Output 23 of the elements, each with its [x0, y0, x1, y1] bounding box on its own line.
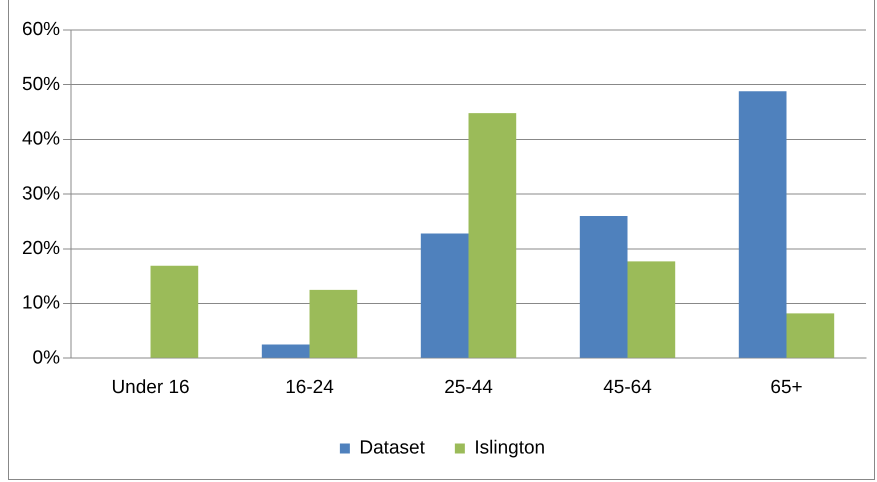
bar: [580, 216, 628, 358]
y-tick-label: 50%: [22, 74, 60, 95]
y-tick-label: 0%: [32, 347, 60, 368]
y-tick-label: 60%: [22, 19, 60, 40]
x-tick-label: Under 16: [111, 376, 190, 398]
bar: [786, 313, 834, 358]
bar: [150, 266, 198, 358]
x-tick-label: 65+: [770, 376, 803, 398]
x-tick-label: 16-24: [285, 376, 334, 398]
bar: [310, 290, 358, 358]
x-tick-label: 25-44: [444, 376, 494, 398]
y-tick-label: 30%: [22, 183, 60, 204]
y-tick-label: 20%: [22, 238, 60, 260]
bar: [738, 91, 787, 358]
bar: [468, 113, 516, 358]
bar: [628, 261, 676, 358]
legend-label: Dataset: [359, 438, 426, 459]
legend-label: Islington: [474, 438, 546, 459]
bar: [262, 344, 310, 358]
y-tick-label: 10%: [22, 292, 60, 314]
y-tick-label: 40%: [22, 128, 60, 150]
bar: [420, 233, 469, 358]
x-tick-label: 45-64: [603, 376, 652, 398]
